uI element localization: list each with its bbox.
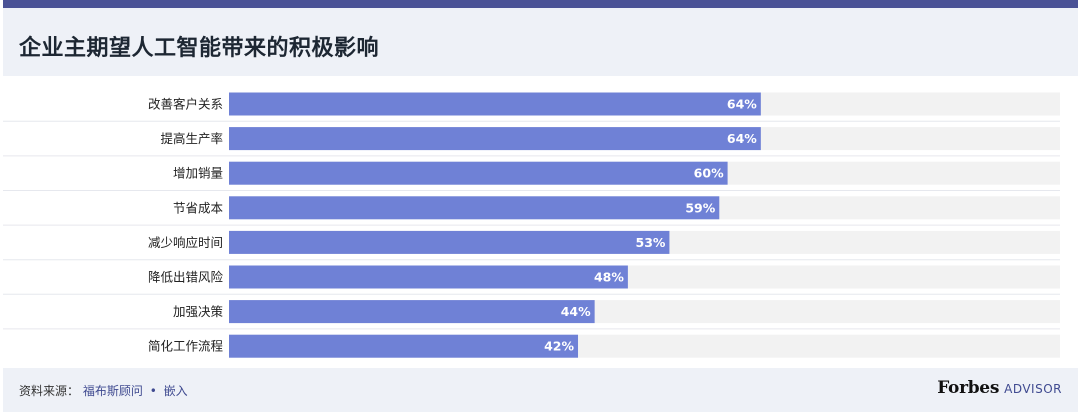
bar-value-label: 44%: [561, 304, 591, 319]
bar-value-label: 60%: [694, 166, 724, 181]
top-accent-bar: [3, 0, 1078, 8]
bar[interactable]: [229, 196, 720, 220]
category-label: 加强决策: [173, 304, 224, 319]
chart-header: 企业主期望人工智能带来的积极影响: [3, 8, 1078, 76]
bar[interactable]: [229, 92, 761, 116]
bar-value-label: 59%: [685, 200, 715, 215]
source-link[interactable]: 福布斯顾问: [82, 384, 143, 398]
category-label: 节省成本: [173, 200, 224, 215]
bar[interactable]: [229, 334, 579, 358]
bar-value-label: 64%: [727, 131, 757, 146]
source-line: 资料来源： 福布斯顾问 • 嵌入: [19, 382, 188, 399]
bar-value-label: 42%: [544, 339, 574, 354]
forbes-advisor-logo[interactable]: Forbes ADVISOR: [937, 378, 1062, 398]
category-label: 提高生产率: [160, 131, 223, 146]
bar[interactable]: [229, 127, 761, 151]
bar[interactable]: [229, 300, 595, 324]
category-label: 减少响应时间: [148, 235, 223, 250]
separator-dot: •: [149, 384, 157, 398]
category-label: 降低出错风险: [148, 270, 224, 285]
bar[interactable]: [229, 230, 670, 254]
bar-value-label: 48%: [594, 270, 624, 285]
bar[interactable]: [229, 265, 628, 289]
bar[interactable]: [229, 161, 728, 185]
chart-footer: 资料来源： 福布斯顾问 • 嵌入 Forbes ADVISOR: [3, 368, 1078, 412]
brand-suffix: ADVISOR: [1004, 382, 1062, 396]
category-label: 增加销量: [173, 166, 223, 181]
bar-value-label: 64%: [727, 97, 757, 112]
category-label: 改善客户关系: [148, 97, 223, 112]
embed-link[interactable]: 嵌入: [163, 384, 188, 398]
chart-title: 企业主期望人工智能带来的积极影响: [19, 36, 380, 61]
bar-value-label: 53%: [636, 235, 666, 250]
chart-card: 企业主期望人工智能带来的积极影响 改善客户关系 64% 提高生产率 64% 增加销量 60…: [3, 0, 1078, 412]
bar-chart: 改善客户关系 64% 提高生产率 64% 增加销量 60% 节省成本 59% 减少响应时间 53%…: [3, 92, 1060, 358]
source-label: 资料来源：: [19, 384, 80, 398]
category-label: 简化工作流程: [148, 339, 224, 354]
brand-name: Forbes: [937, 378, 1000, 398]
